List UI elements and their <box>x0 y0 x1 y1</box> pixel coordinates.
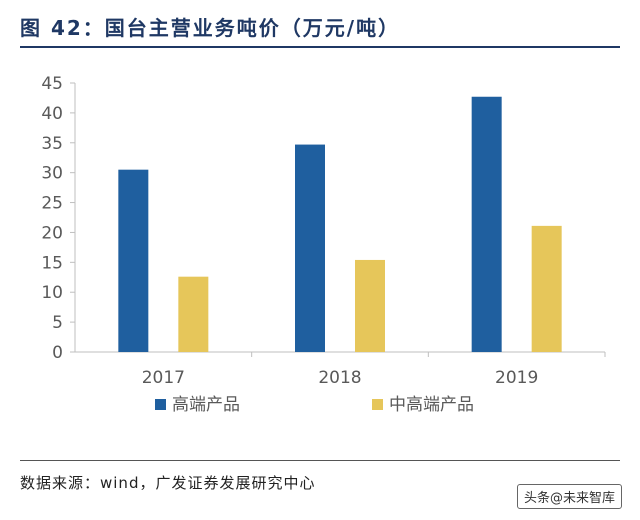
y-tick-label: 10 <box>41 283 63 303</box>
x-tick-label: 2017 <box>142 368 185 388</box>
title-divider <box>20 46 620 48</box>
bar-high-end-2018 <box>295 144 325 352</box>
y-tick-label: 25 <box>41 194 63 214</box>
bar-mid-high-end-2018 <box>355 259 385 352</box>
x-tick-label: 2019 <box>495 368 538 388</box>
figure-title: 图 42：国台主营业务吨价（万元/吨） <box>20 16 401 40</box>
legend-label-mid-high-end: 中高端产品 <box>389 395 474 415</box>
y-tick-label: 35 <box>41 134 63 154</box>
x-tick-label: 2018 <box>318 368 361 388</box>
y-tick-label: 15 <box>41 253 63 273</box>
bar-high-end-2017 <box>118 169 149 352</box>
bar-chart: 0 5 10 15 20 25 30 35 40 45 2017 2018 2019 高端产品 中高端产品 <box>41 74 606 415</box>
y-tick-label: 5 <box>52 313 63 333</box>
y-tick-label: 20 <box>41 223 63 243</box>
y-tick-label: 40 <box>41 104 63 124</box>
watermark-label: 头条@未来智库 <box>516 484 622 509</box>
source-divider <box>20 460 620 461</box>
legend-swatch-high-end <box>155 399 166 410</box>
bar-mid-high-end-2019 <box>531 225 562 352</box>
y-tick-label: 30 <box>41 164 63 184</box>
y-tick-label: 0 <box>52 343 63 363</box>
y-tick-label: 45 <box>41 74 63 94</box>
watermark: 头条@未来智库 <box>516 484 622 509</box>
legend-swatch-mid-high-end <box>372 399 383 410</box>
bar-high-end-2019 <box>471 96 502 352</box>
bar-mid-high-end-2017 <box>178 276 209 352</box>
legend-label-high-end: 高端产品 <box>172 395 240 415</box>
source-note: 数据来源：wind，广发证券发展研究中心 <box>20 474 316 492</box>
